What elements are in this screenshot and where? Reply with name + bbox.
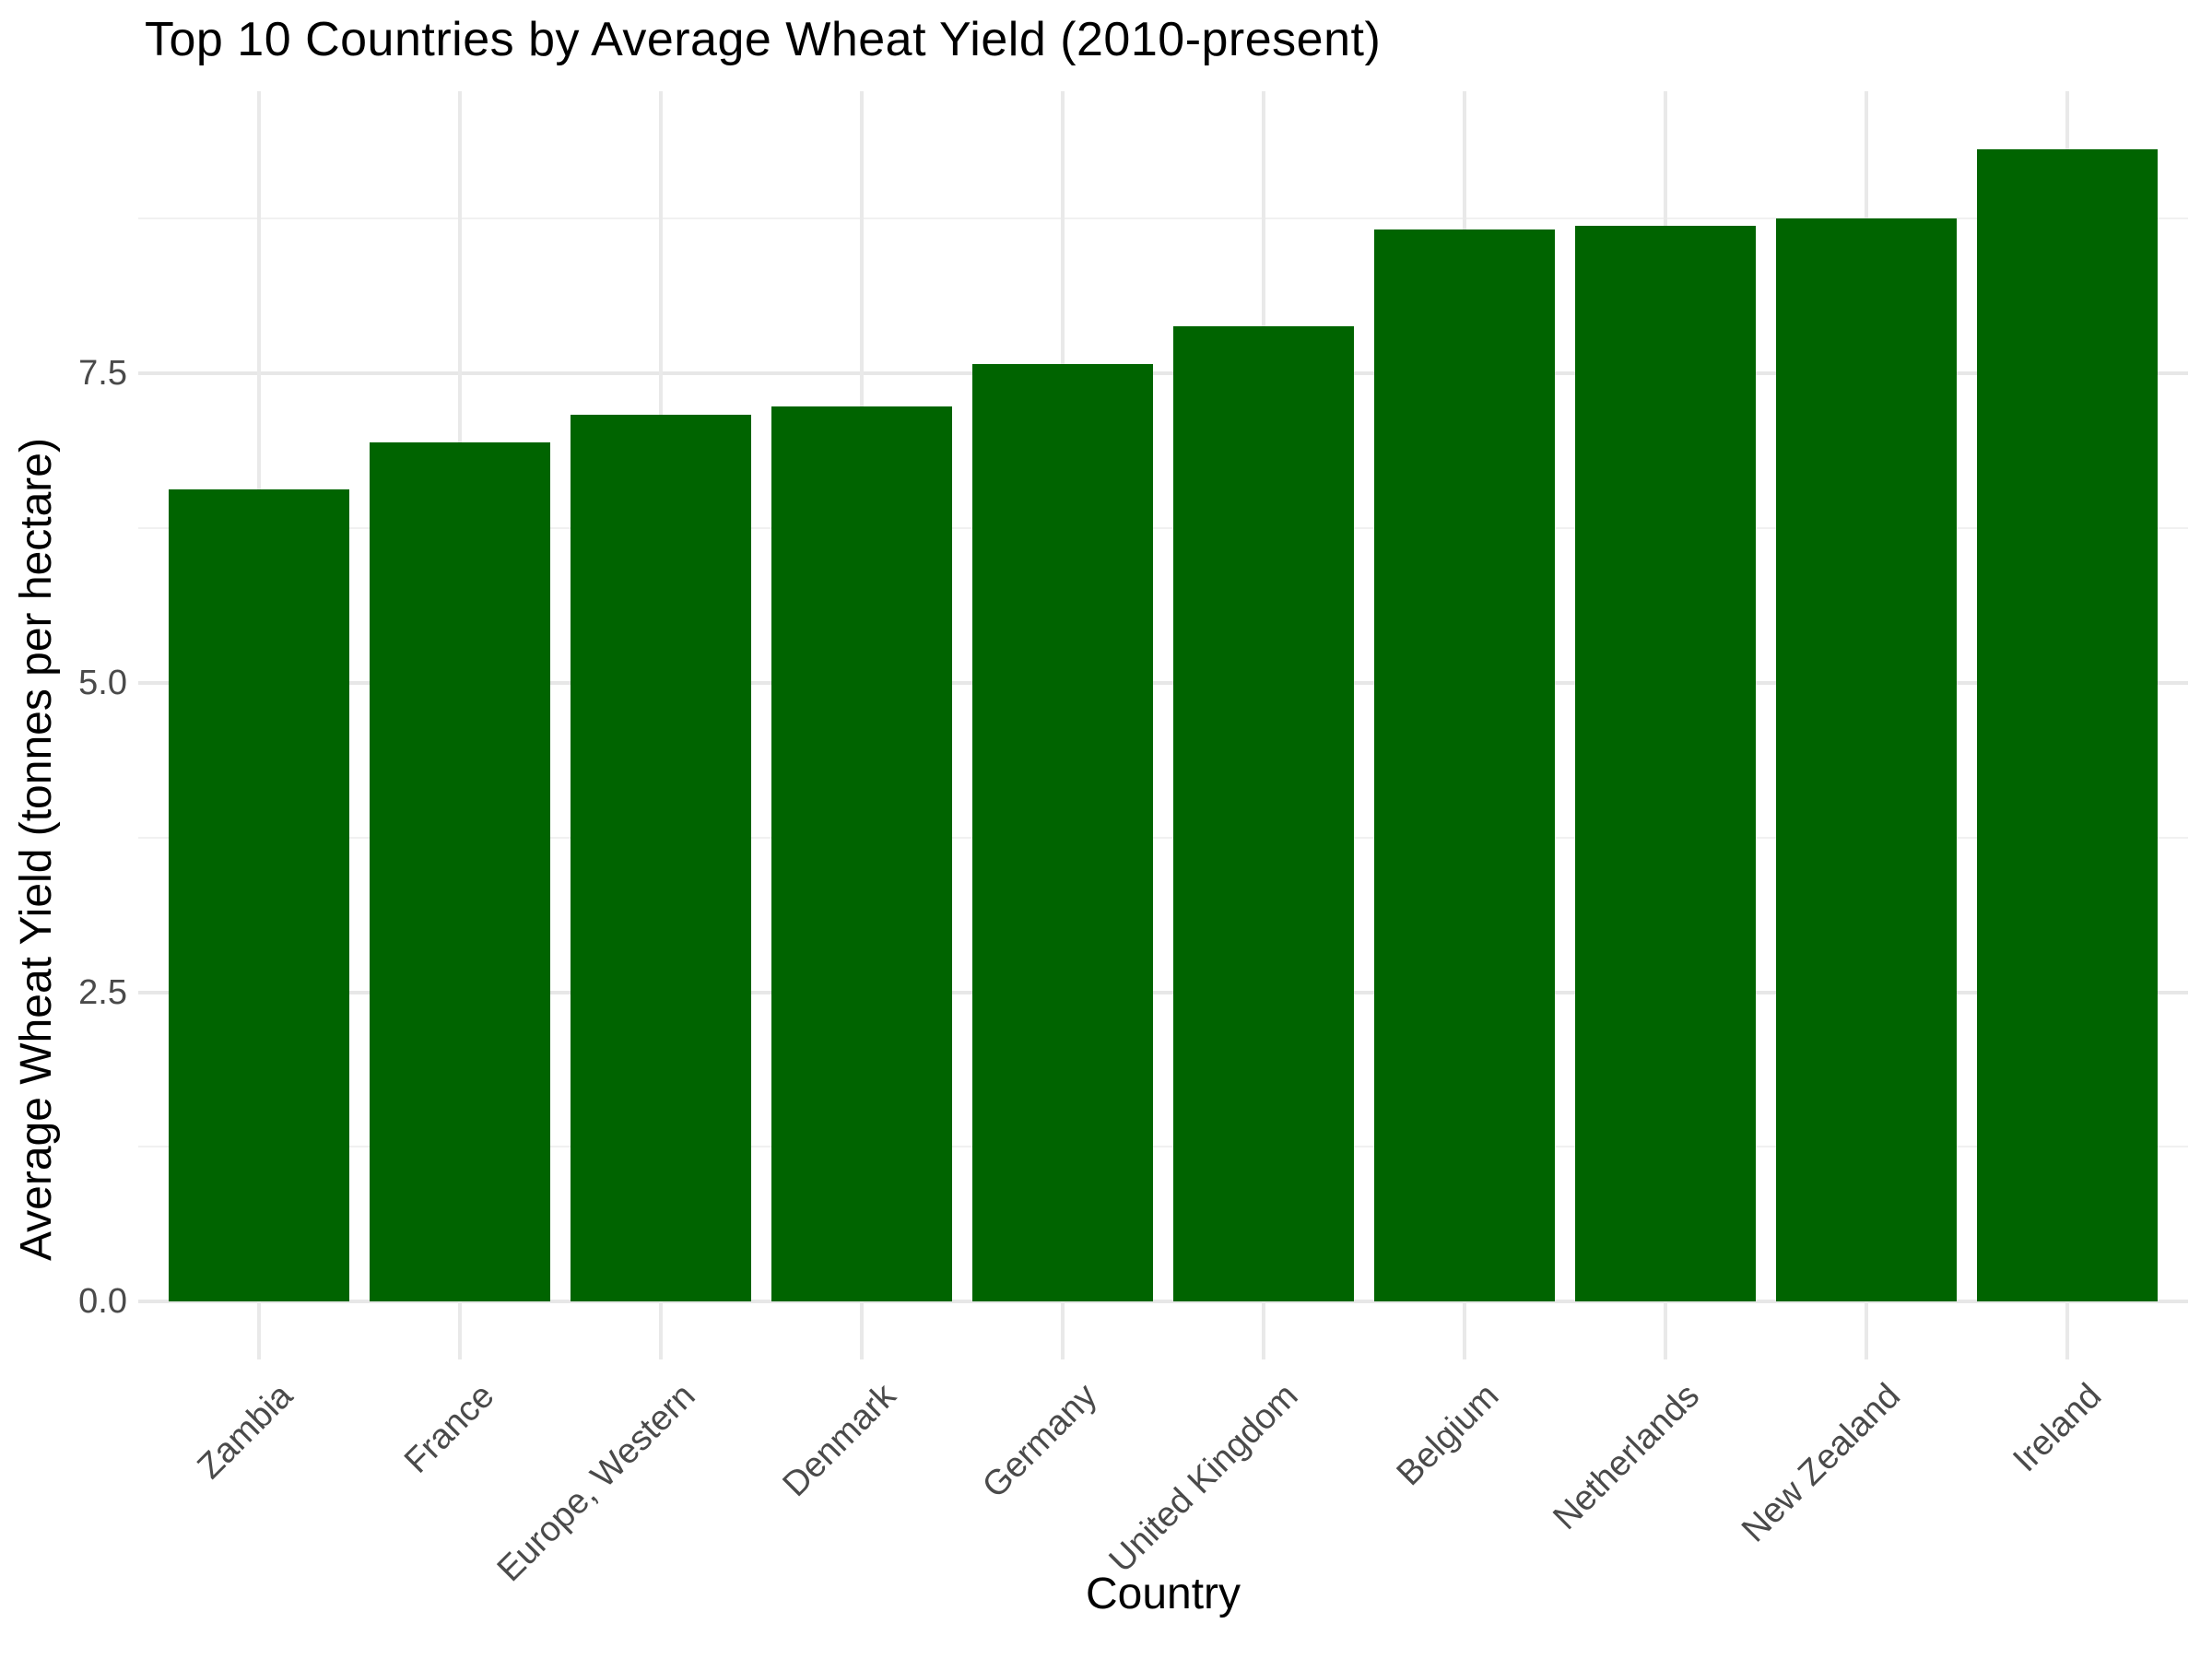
bar bbox=[972, 364, 1153, 1302]
bar bbox=[1374, 229, 1555, 1302]
x-tick-label: Germany bbox=[974, 1376, 1105, 1506]
bar bbox=[771, 406, 952, 1302]
gridline-minor-horizontal bbox=[138, 526, 2188, 529]
x-tick-label: Ireland bbox=[2006, 1376, 2110, 1480]
x-tick-label: New Zealand bbox=[1735, 1376, 1909, 1550]
y-tick-label: 5.0 bbox=[78, 663, 127, 702]
gridline-major-horizontal bbox=[138, 680, 2188, 685]
bar bbox=[1776, 218, 1957, 1302]
y-tick-label: 0.0 bbox=[78, 1282, 127, 1322]
bar bbox=[169, 489, 349, 1302]
gridline-major-horizontal bbox=[138, 1300, 2188, 1304]
x-tick-label: France bbox=[396, 1376, 502, 1481]
bar bbox=[370, 442, 550, 1302]
bar bbox=[1173, 325, 1354, 1302]
y-tick-label: 7.5 bbox=[78, 353, 127, 393]
gridline-major-horizontal bbox=[138, 990, 2188, 994]
gridline-major-horizontal bbox=[138, 371, 2188, 375]
gridline-minor-horizontal bbox=[138, 217, 2188, 219]
bar bbox=[571, 415, 751, 1302]
x-tick-label: Netherlands bbox=[1546, 1376, 1708, 1538]
x-tick-label: Zambia bbox=[190, 1376, 301, 1487]
y-tick-label: 2.5 bbox=[78, 972, 127, 1012]
gridline-minor-horizontal bbox=[138, 836, 2188, 839]
x-tick-label: Europe, Western bbox=[489, 1376, 703, 1590]
x-tick-label: Belgium bbox=[1389, 1376, 1507, 1494]
gridline-minor-horizontal bbox=[138, 1146, 2188, 1148]
x-tick-label: Denmark bbox=[775, 1376, 904, 1505]
bar bbox=[1575, 225, 1756, 1302]
chart-title: Top 10 Countries by Average Wheat Yield … bbox=[145, 13, 1382, 66]
x-tick-label: United Kingdom bbox=[1101, 1376, 1306, 1581]
x-axis-title: Country bbox=[1085, 1570, 1241, 1618]
y-axis-title: Average Wheat Yield (tonnes per hectare) bbox=[12, 438, 61, 1261]
bar bbox=[1977, 148, 2158, 1302]
